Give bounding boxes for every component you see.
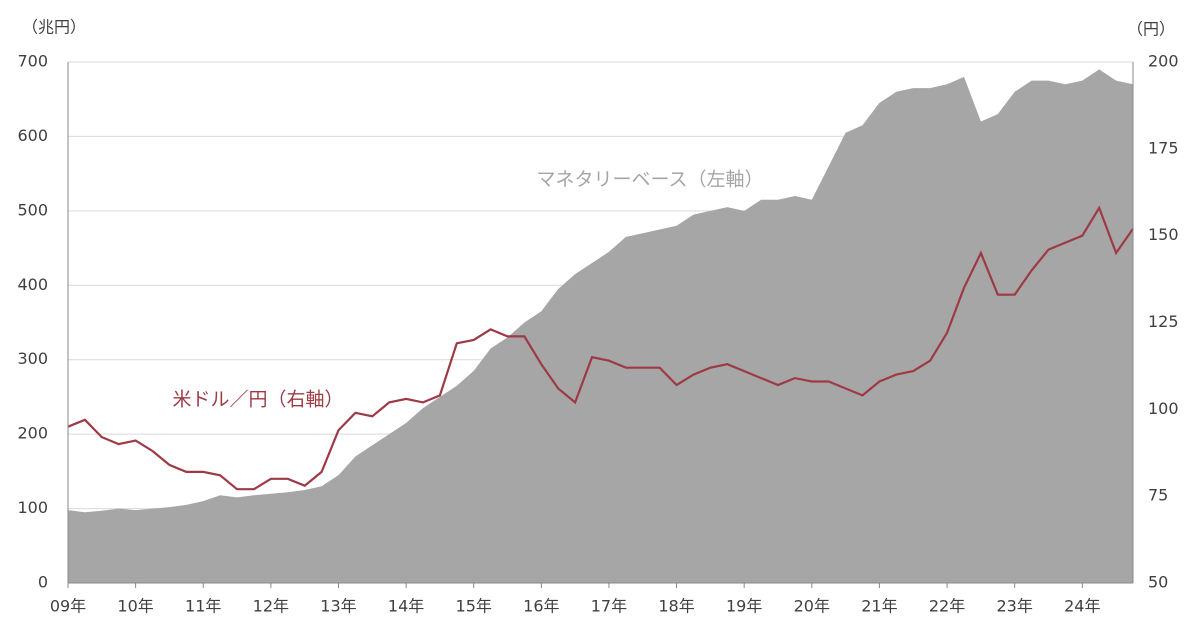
line [67,205,1134,491]
y2-tick-label: 150 [1148,225,1179,244]
x-tick-label: 16年 [523,597,559,616]
x-tick-label: 20年 [794,597,830,616]
x-tick-label: 19年 [726,597,762,616]
y2-tick-label: 50 [1148,573,1168,592]
y-tick-label: 0 [38,573,48,592]
x-tick-label: 18年 [658,597,694,616]
y2-tick-label: 200 [1148,52,1179,71]
y2-tick-label: 175 [1148,138,1179,157]
x-tick-label: 24年 [1064,597,1100,616]
area [68,69,1133,583]
y2-tick-label: 125 [1148,312,1179,331]
x-tick-label: 11年 [185,597,221,616]
y2-tick-label: 75 [1148,486,1168,505]
y-tick-label: 100 [17,498,48,517]
y-axis-label: （兆円） [22,18,86,37]
y2-tick-label: 100 [1148,399,1179,418]
y-tick-label: 600 [17,126,48,145]
x-tick-label: 21年 [861,597,897,616]
x-tick-label: 23年 [996,597,1032,616]
x-tick-label: 13年 [320,597,356,616]
y-tick-label: 200 [17,424,48,443]
x-tick-label: 14年 [388,597,424,616]
y-tick-label: 400 [17,275,48,294]
annotation: 米ドル／円（右軸） [172,389,343,411]
x-tick-label: 17年 [591,597,627,616]
x-tick-label: 12年 [253,597,289,616]
y-tick-label: 500 [17,200,48,219]
x-tick-label: 22年 [929,597,965,616]
y2-axis-label: （円） [1127,20,1175,39]
x-tick-label: 15年 [456,597,492,616]
y-tick-label: 300 [17,349,48,368]
annotation: マネタリーベース（左軸） [536,169,763,191]
x-tick-label: 10年 [117,597,153,616]
y-tick-label: 700 [17,52,48,71]
x-tick-label: 09年 [50,597,86,616]
